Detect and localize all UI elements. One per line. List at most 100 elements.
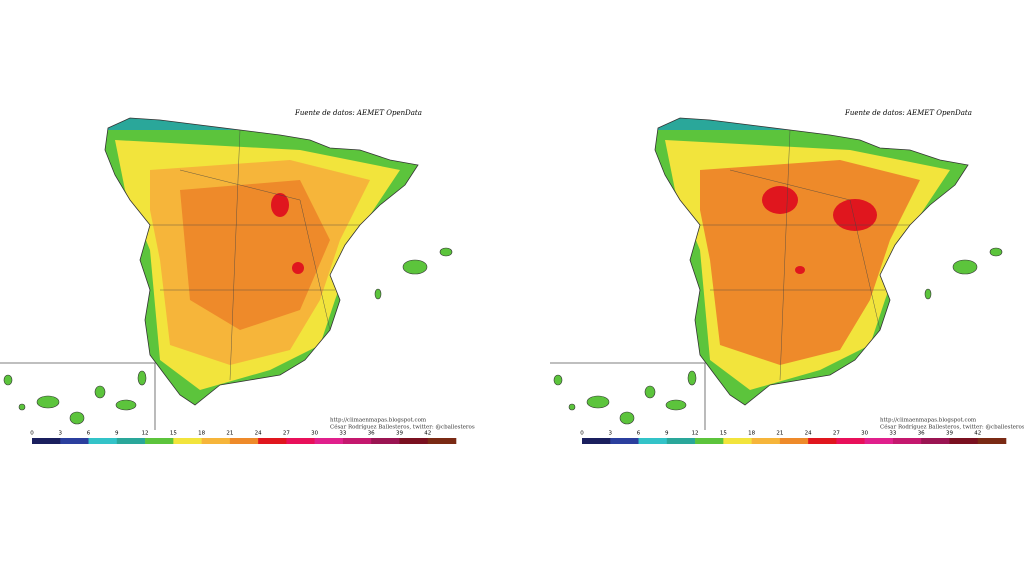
scale-segment [836,438,865,444]
scale-segment [427,438,457,444]
scale-tick-label: 36 [368,431,375,437]
island [924,288,932,300]
scale-segment [201,438,231,444]
scale-segment [779,438,809,444]
deep-orange-zone [180,180,330,330]
scale-segment [258,438,287,444]
scale-segment [638,438,668,444]
scale-segment [695,438,724,444]
scale-segment [949,438,979,444]
scale-tick-label: 15 [170,431,177,437]
island [665,399,687,411]
scale-tick-label: 18 [748,431,755,437]
hot-spot [762,186,798,214]
scale-tick-label: 0 [580,431,584,437]
hot-spot [292,262,304,274]
scale-segment [399,438,429,444]
scale-tick-label: 9 [665,431,669,437]
scale-segment [286,438,315,444]
province-borders [700,129,910,381]
coastline [654,117,969,406]
scale-tick-label: 42 [424,431,431,437]
scale-tick-label: 6 [87,431,91,437]
scale-tick-label: 9 [115,431,119,437]
scale-tick-label: 21 [226,431,233,437]
island [619,411,635,425]
inset-frame [0,362,156,430]
scale-segment [32,438,61,444]
scale-segment [892,438,922,444]
scale-segment [723,438,752,444]
data-source: Fuente de datos: AEMET OpenData [844,109,972,117]
credit-author: César Rodríguez Ballesteros, twitter: @c… [880,424,1024,431]
scale-tick-label: 33 [889,431,896,437]
island [568,403,576,411]
scale-segment [116,438,146,444]
scale-segment [977,438,1007,444]
scale-tick-label: 12 [142,431,149,437]
scale-segment [864,438,894,444]
scale-segment [173,438,202,444]
north-coast [655,118,880,130]
province-borders [150,129,360,381]
scale-tick-label: 3 [59,431,63,437]
island [402,259,428,275]
scale-tick-label: 36 [918,431,925,437]
island [374,288,382,300]
scale-tick-label: 21 [776,431,783,437]
scale-segment [582,438,611,444]
scale-tick-label: 30 [311,431,318,437]
scale-tick-label: 3 [609,431,613,437]
inset-frame [550,362,706,430]
scale-tick-label: 42 [974,431,981,437]
credit-author: César Rodríguez Ballesteros, twitter: @c… [330,424,475,431]
island [69,411,85,425]
scale-tick-label: 39 [396,431,403,437]
scale-segment [145,438,174,444]
scale-segment [610,438,639,444]
data-source: Fuente de datos: AEMET OpenData [294,109,422,117]
scale-tick-label: 18 [198,431,205,437]
island [586,395,610,409]
scale-tick-label: 27 [833,431,840,437]
island [94,385,106,399]
scale-tick-label: 24 [255,431,262,437]
hot-spot [833,199,877,231]
scale-tick-label: 27 [283,431,290,437]
credit-url: http://climaenmapas.blogspot.com [330,418,427,424]
scale-segment [314,438,344,444]
scale-segment [229,438,259,444]
island [553,374,563,386]
coastline [104,117,419,406]
island [3,374,13,386]
credit-url: http://climaenmapas.blogspot.com [880,418,977,424]
map-panel: Fuente de datos: AEMET OpenData http://cl… [0,109,475,444]
scale-segment [921,438,950,444]
scale-segment [751,438,781,444]
island [18,403,26,411]
scale-segment [666,438,696,444]
island [137,370,147,386]
scale-segment [342,438,372,444]
scale-tick-label: 30 [861,431,868,437]
hot-spot [271,193,289,217]
hot-spot [795,266,805,274]
map-panel: Fuente de datos: AEMET OpenData http://cl… [550,109,1024,444]
island [952,259,978,275]
island [989,247,1003,257]
scale-segment [60,438,89,444]
scale-tick-label: 39 [946,431,953,437]
island [36,395,60,409]
scale-tick-label: 0 [30,431,34,437]
scale-segment [808,438,837,444]
scale-segment [88,438,118,444]
scale-segment [371,438,400,444]
island [115,399,137,411]
scale-tick-label: 12 [692,431,699,437]
island [439,247,453,257]
scale-tick-label: 15 [720,431,727,437]
scale-tick-label: 6 [637,431,641,437]
north-coast [105,118,330,130]
scale-tick-label: 24 [805,431,812,437]
